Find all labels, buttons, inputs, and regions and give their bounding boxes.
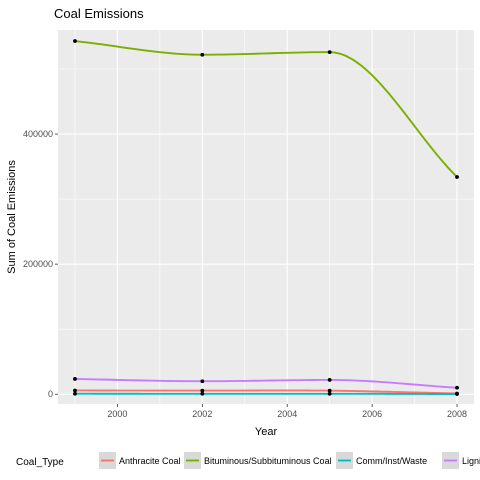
y-tick-label: 200000 [23,259,53,269]
x-tick-label: 2000 [107,409,127,419]
series-points [73,39,459,396]
data-point-comm-inst-waste-2005 [327,391,332,396]
data-point-bituminous-subbituminous-coal-2002 [200,52,205,57]
y-tick-label: 400000 [23,129,53,139]
y-axis-ticks: 0 200000 400000 [23,129,58,399]
minor-gridlines [58,30,474,404]
x-tick-label: 2008 [447,409,467,419]
x-tick-label: 2004 [277,409,297,419]
legend-label-comm-inst-waste: Comm/Inst/Waste [356,456,427,466]
data-point-anthracite-coal-1999 [73,388,77,393]
legend-label-anthracite-coal: Anthracite Coal [119,456,181,466]
legend: Coal_Type Anthracite Coal Bituminous/Subb… [16,452,480,469]
plot-panel [58,30,474,404]
y-tick-label: 0 [48,389,53,399]
x-tick-label: 2002 [192,409,212,419]
series-line-bituminous-subbituminous-coal [74,40,458,178]
data-point-lignite-2008 [455,385,459,390]
data-point-bituminous-subbituminous-coal-2008 [455,175,459,179]
series-lines [74,40,458,395]
x-axis-label: Year [255,426,278,438]
chart-title: Coal Emissions [54,6,144,21]
series-line-anthracite-coal [74,389,458,395]
legend-items: Anthracite Coal Bituminous/Subbituminous … [99,452,480,469]
data-point-anthracite-coal-2005 [327,388,332,393]
x-tick-label: 2006 [362,409,382,419]
data-point-comm-inst-waste-1999 [73,391,77,396]
data-point-comm-inst-waste-2002 [200,391,205,396]
x-axis-ticks: 2000 2002 2004 2006 2008 [107,404,467,419]
legend-label-bituminous-subbituminous-coal: Bituminous/Subbituminous Coal [204,456,332,466]
series-line-lignite [74,378,458,389]
data-point-anthracite-coal-2002 [200,388,205,393]
data-point-lignite-1999 [73,377,77,381]
data-point-lignite-2002 [200,379,205,384]
legend-title: Coal_Type [16,457,64,468]
data-point-lignite-2005 [327,378,332,382]
y-axis-label: Sum of Coal Emissions [6,160,18,274]
legend-label-lignite: Lignite [462,456,480,466]
data-point-bituminous-subbituminous-coal-2005 [327,50,332,55]
data-point-comm-inst-waste-2008 [455,392,459,396]
data-point-bituminous-subbituminous-coal-1999 [73,39,77,43]
